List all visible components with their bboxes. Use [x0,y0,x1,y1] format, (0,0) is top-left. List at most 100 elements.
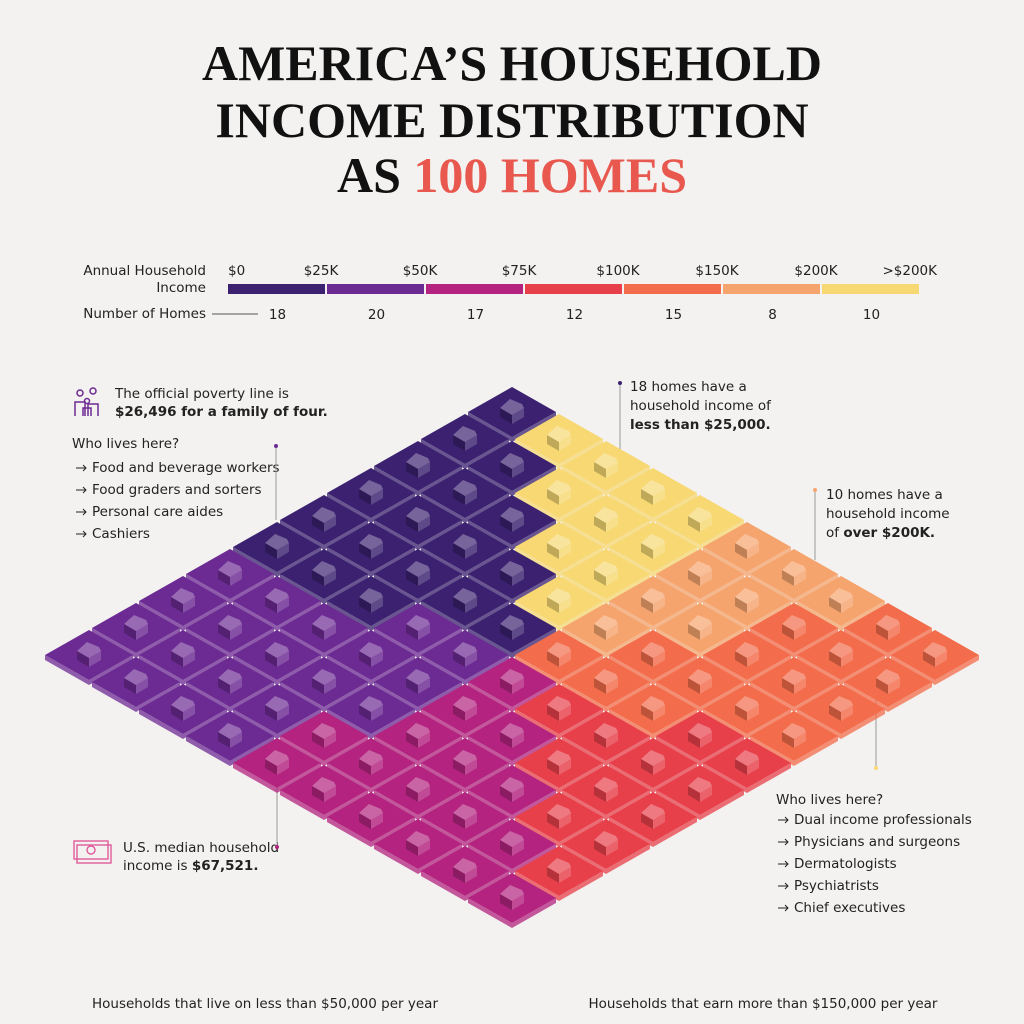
house-right [512,516,524,532]
house-right [371,651,383,667]
house-left [312,732,324,748]
tile-top [656,657,744,707]
house-roof [688,615,712,631]
house-right [653,759,665,775]
annotation-item: Physicians and surgeons [794,834,960,850]
annotation: less than $25,000. [630,417,771,433]
house-right [512,624,524,640]
house-right [136,624,148,640]
tile-top [233,522,321,572]
house-roof [594,453,618,469]
house-left [547,867,559,883]
home-tile [139,684,227,739]
legend-swatch [426,284,523,294]
house-right [465,435,477,451]
house-left [500,678,512,694]
house-right [324,570,336,586]
house-left [782,678,794,694]
house-right [559,435,571,451]
house-right [183,597,195,613]
house-left [453,867,465,883]
tile-top [327,468,415,518]
house-left [124,624,136,640]
house-roof [641,588,665,604]
house-right [277,597,289,613]
annotation-list: Dual income professionals Physicians and … [778,812,972,916]
tile-top [609,630,697,680]
tile-top [186,657,274,707]
house-roof [171,642,195,658]
house-left [735,705,747,721]
tile-top [421,738,509,788]
house-right [418,516,430,532]
house-right [512,408,524,424]
house-roof [735,696,759,712]
home-tile [750,711,838,766]
tile-top [656,603,744,653]
waffle [45,387,979,928]
house-roof [594,507,618,523]
tile-top [750,603,838,653]
house-left [265,651,277,667]
house-left [312,624,324,640]
house-roof [453,426,477,442]
tile-top [656,495,744,545]
home-tile [515,846,603,901]
tile-top [750,549,838,599]
home-tile [609,684,697,739]
tile-top [45,630,133,680]
tile-top [515,684,603,734]
tile-top [421,522,509,572]
legend-bin-label: $100K [596,263,640,279]
arrow [778,816,789,824]
house-roof [923,642,947,658]
tile-top [515,468,603,518]
house-roof [124,669,148,685]
tile-top [703,630,791,680]
tile-top [703,684,791,734]
house-right [512,570,524,586]
house-right [606,462,618,478]
house-roof [782,669,806,685]
annotation-heading: Who lives here? [776,792,883,808]
home-tile [92,657,180,712]
leader-dot [618,381,622,385]
home-tile [891,630,979,685]
annotation: 18 homes have a [630,379,747,395]
house-roof [688,561,712,577]
annotation-item: Dermatologists [794,856,897,872]
house-roof [641,480,665,496]
legend-count: 10 [863,307,880,323]
house-roof [218,669,242,685]
house-right [277,543,289,559]
home-tile [186,657,274,712]
house-left [594,732,606,748]
legend-count: 17 [467,307,484,323]
tile-top [374,603,462,653]
house-left [688,516,700,532]
house-roof [359,750,383,766]
house-left [500,624,512,640]
house-roof [265,534,289,550]
house-left [359,759,371,775]
house-roof [688,777,712,793]
home-tile [327,792,415,847]
tile-top [891,630,979,680]
house-roof [265,642,289,658]
house-right [935,651,947,667]
tile-top [515,576,603,626]
house-roof [688,723,712,739]
home-tile [45,630,133,685]
house-left [218,732,230,748]
home-tile [703,522,791,577]
annotation: 10 homes have a [826,487,943,503]
home-tile [656,495,744,550]
house-right [559,597,571,613]
house-roof [265,750,289,766]
tile-top [562,441,650,491]
house-roof [500,777,524,793]
house-roof [312,723,336,739]
house-left [171,705,183,721]
house-roof [406,615,430,631]
home-tile [797,576,885,631]
